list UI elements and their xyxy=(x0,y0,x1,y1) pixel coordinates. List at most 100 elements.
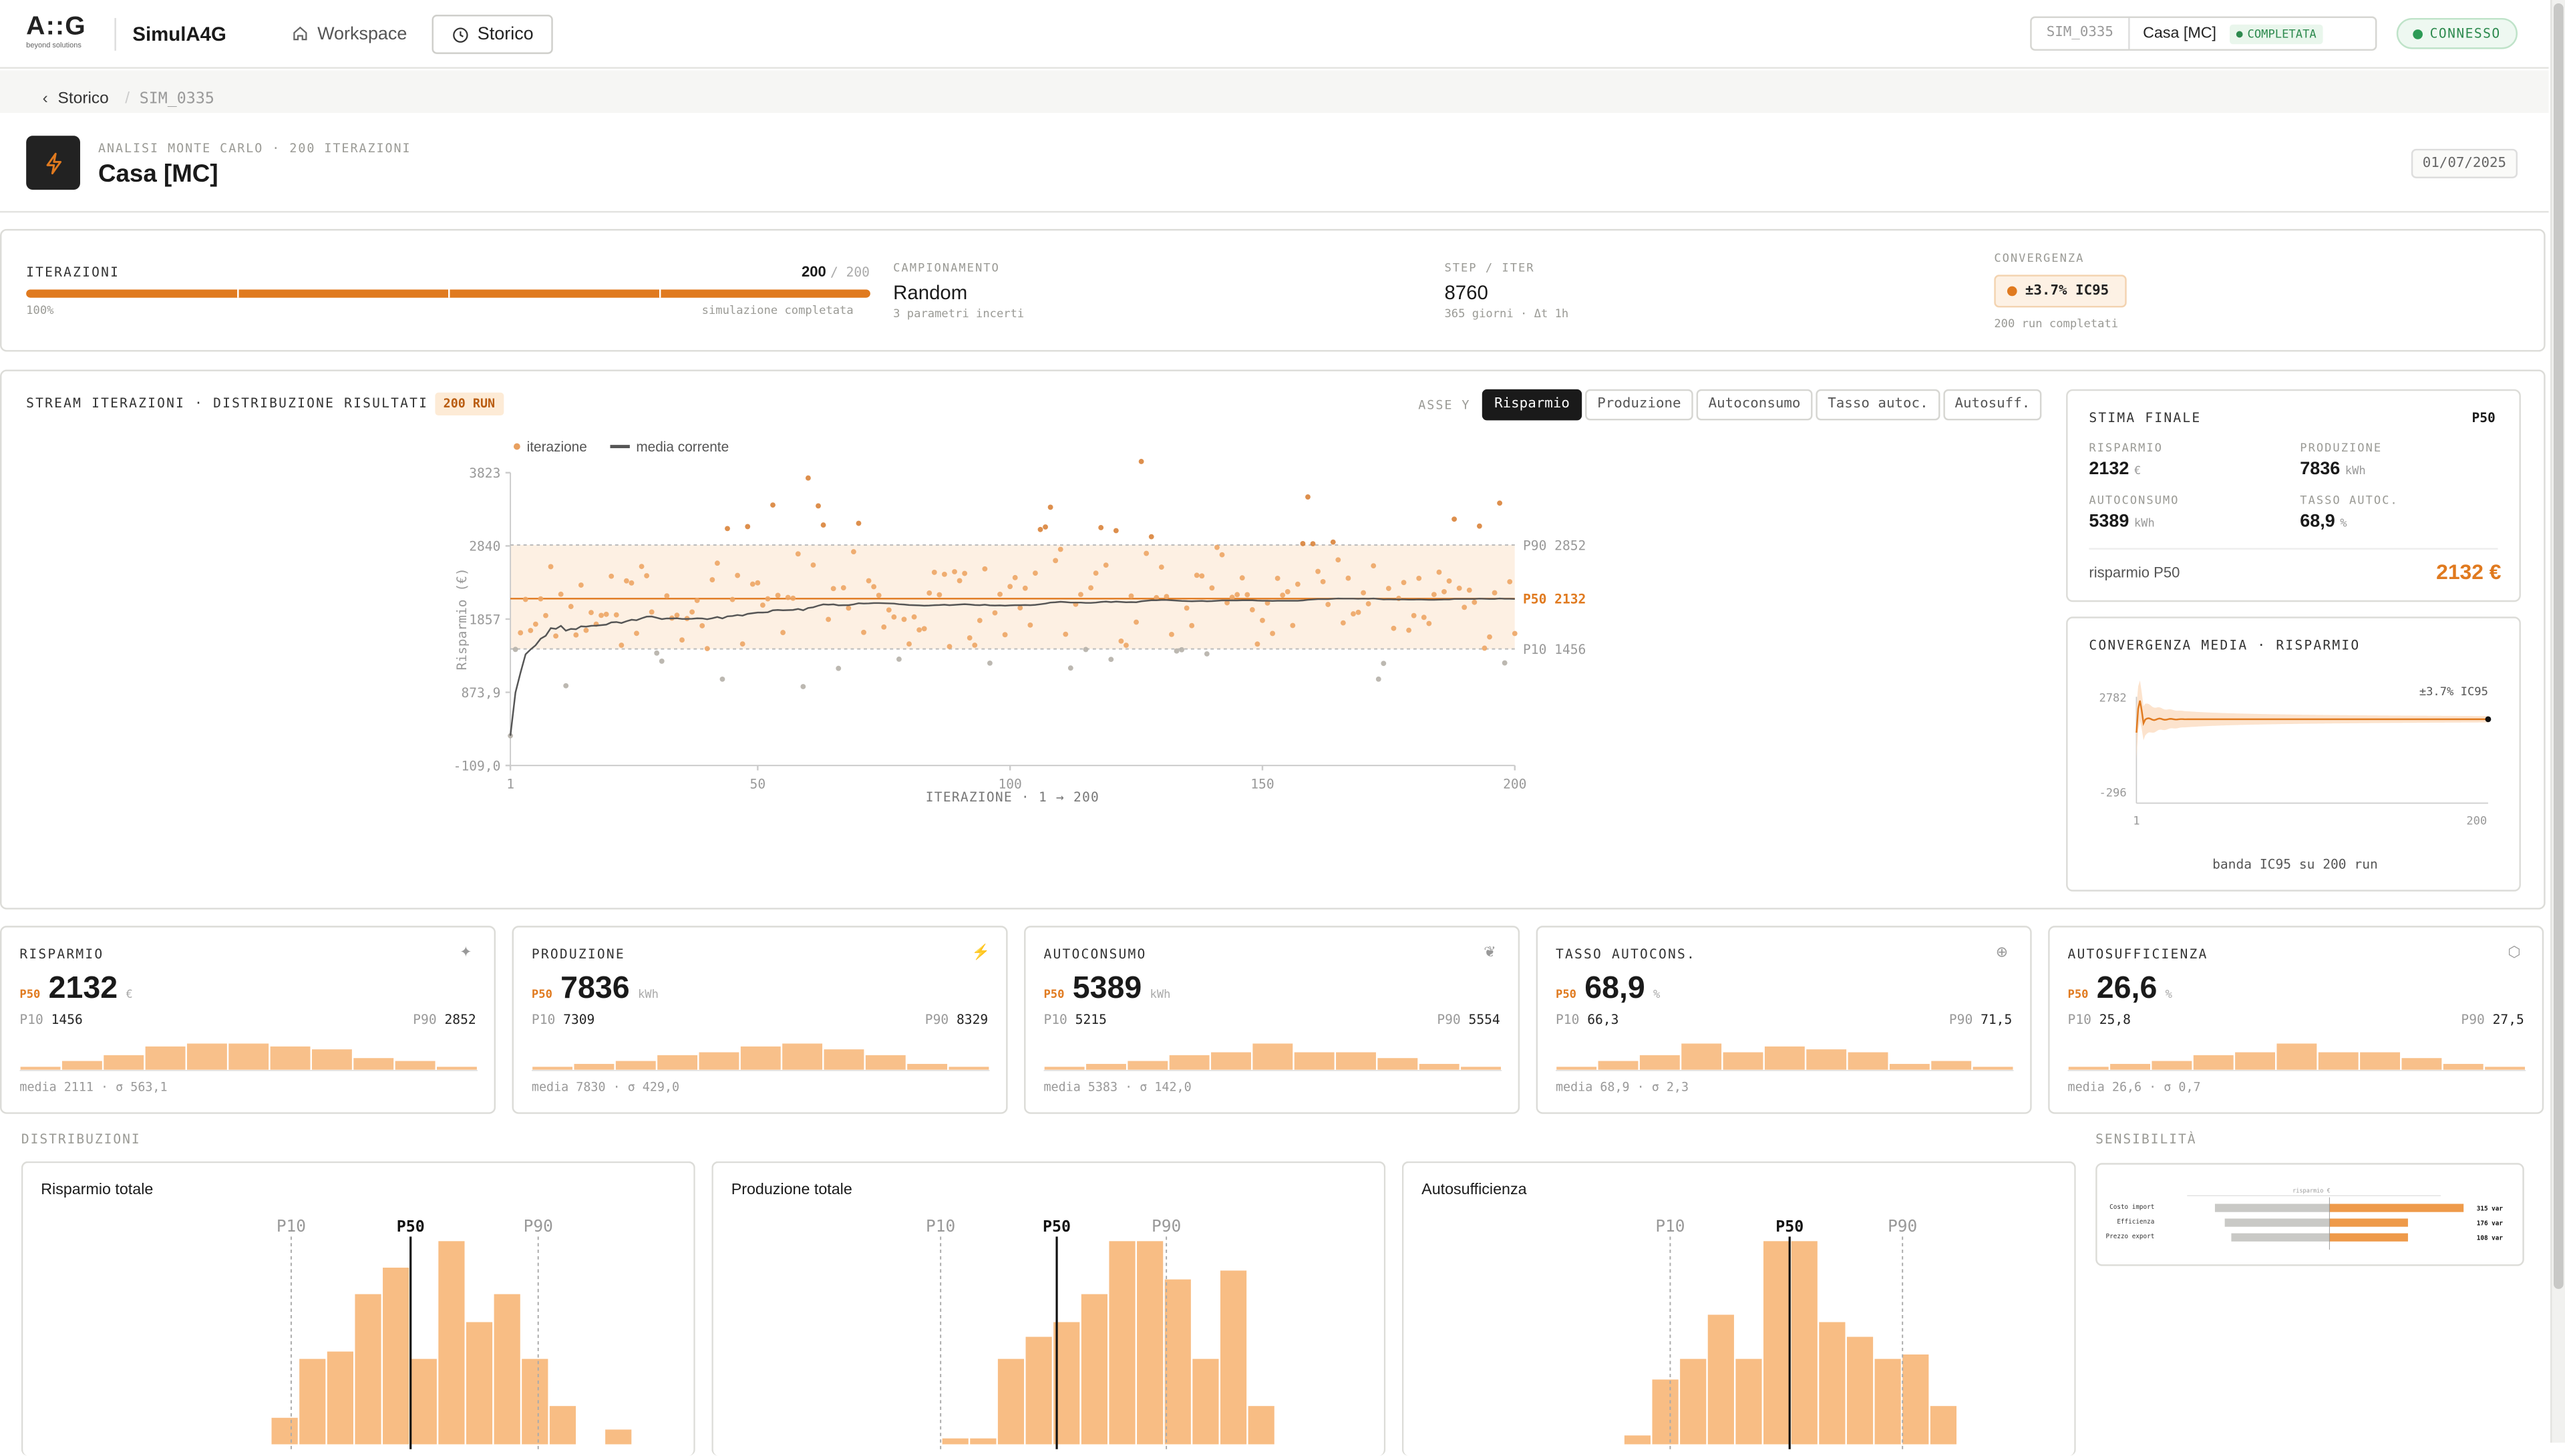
iteration-point xyxy=(1320,578,1326,584)
sampling-label: CAMPIONAMENTO xyxy=(893,261,1000,275)
scrollbar-thumb[interactable] xyxy=(2554,3,2564,1289)
distribution-bar xyxy=(1902,1354,1929,1445)
kpi-card[interactable]: PRODUZIONE ⚡ P50 7836 kWh P10 7309 P90 8… xyxy=(512,926,1008,1114)
kpi-p10: P10 5215 xyxy=(1043,1013,1106,1027)
distribution-bar xyxy=(1735,1358,1762,1445)
iteration-point xyxy=(856,520,862,526)
iteration-point xyxy=(1164,594,1170,600)
kpi-hist-bar xyxy=(186,1043,227,1070)
iterations-count: 200 / 200 xyxy=(802,263,870,279)
kpi-stats: media 26,6 · σ 0,7 xyxy=(2067,1079,2201,1095)
iteration-point xyxy=(1158,564,1164,570)
iteration-point xyxy=(881,624,887,630)
iteration-point xyxy=(1305,494,1311,500)
nav-workspace[interactable]: Workspace xyxy=(278,15,420,52)
axis-tasso-button[interactable]: Tasso autoc. xyxy=(1816,389,1940,421)
stream-title: STREAM ITERAZIONI · DISTRIBUZIONE RISULT… xyxy=(26,395,429,411)
convergence-badge: ±3.7% IC95 xyxy=(1994,275,2127,308)
breadcrumb-back[interactable]: Storico xyxy=(57,89,109,108)
kpi-card[interactable]: RISPARMIO ✦ P50 2132 € P10 1456 P90 2852… xyxy=(0,926,496,1114)
kpi-unit: kWh xyxy=(637,988,659,1001)
kpi-p50-row: P50 68,9 % xyxy=(1556,972,1660,1008)
kpi-card[interactable]: TASSO AUTOCONS. ⊕ P50 68,9 % P10 66,3 P9… xyxy=(1536,926,2032,1114)
iteration-point xyxy=(578,582,584,588)
iteration-point xyxy=(1249,607,1255,612)
distribution-histogram: P10 P50 P90 xyxy=(1624,1216,1957,1449)
iteration-point xyxy=(1385,586,1391,591)
iteration-point xyxy=(1487,634,1492,640)
iteration-point xyxy=(699,622,705,628)
iteration-point xyxy=(1169,631,1174,637)
kpi-hist-bar xyxy=(1044,1067,1085,1070)
kpi-p10-value: 1456 xyxy=(51,1012,83,1027)
iteration-point xyxy=(1229,594,1235,600)
distribution-bar xyxy=(1164,1279,1191,1445)
logo[interactable]: A::G beyond solutions xyxy=(26,13,86,49)
iteration-point xyxy=(674,612,680,618)
final-value-3-unit: % xyxy=(2340,516,2347,530)
iteration-point xyxy=(1138,459,1144,464)
distribution-bar xyxy=(1053,1322,1080,1445)
iteration-point xyxy=(1184,605,1190,611)
iteration-point xyxy=(1345,575,1351,581)
kpi-p90-value: 2852 xyxy=(444,1012,476,1027)
distribution-bar xyxy=(605,1429,632,1445)
iteration-point xyxy=(805,475,811,481)
sensitivity-card: risparmio € Costo import 315 var Efficienza… xyxy=(2095,1163,2524,1266)
sampling-value: Random xyxy=(893,281,968,305)
distribution-bar xyxy=(438,1241,465,1445)
final-footer-label: risparmio P50 xyxy=(2089,564,2180,581)
distribution-title: Risparmio totale xyxy=(41,1181,154,1200)
kpi-hist-bar xyxy=(270,1046,311,1070)
nav-storico[interactable]: Storico xyxy=(432,15,553,54)
kpi-p90-value: 27,5 xyxy=(2492,1012,2524,1027)
kpi-hist-bar xyxy=(740,1046,781,1070)
iteration-point xyxy=(1209,585,1215,591)
axis-autoconsumo-button[interactable]: Autoconsumo xyxy=(1696,389,1813,421)
breadcrumb-bar xyxy=(0,70,2549,113)
kpi-stats: media 68,9 · σ 2,3 xyxy=(1555,1079,1689,1095)
iteration-point xyxy=(1466,587,1472,593)
axis-risparmio-button[interactable]: Risparmio xyxy=(1482,389,1582,421)
iterations-done: 200 xyxy=(802,263,826,280)
kpi-hist-bar xyxy=(1211,1052,1251,1070)
distribution-bar xyxy=(1081,1294,1107,1445)
kpi-hist-bar xyxy=(949,1067,989,1070)
iteration-point xyxy=(1502,660,1508,666)
kpi-hist-bar xyxy=(657,1055,698,1070)
percentile-label-p90: P90 xyxy=(1888,1216,1917,1236)
kpi-card[interactable]: AUTOSUFFICIENZA ⬡ P50 26,6 % P10 25,8 P9… xyxy=(2048,926,2544,1114)
distribution-bar xyxy=(942,1438,969,1445)
final-label-2: AUTOCONSUMO xyxy=(2089,494,2180,508)
iteration-point xyxy=(785,594,791,600)
kpi-hist-bar xyxy=(2401,1058,2442,1070)
final-value-1-unit: kWh xyxy=(2345,464,2366,478)
iteration-point xyxy=(518,630,524,636)
connection-dot xyxy=(2413,28,2423,39)
iteration-point xyxy=(816,503,821,509)
iteration-point xyxy=(1456,585,1462,591)
iteration-point xyxy=(830,586,836,592)
iteration-point xyxy=(739,641,745,647)
kpi-p50-value: 2132 xyxy=(48,971,118,1007)
axis-produzione-button[interactable]: Produzione xyxy=(1585,389,1693,421)
axis-autosuff-button[interactable]: Autosuff. xyxy=(1943,389,2042,421)
distributions-section-title: DISTRIBUZIONI xyxy=(21,1131,141,1147)
bolt-icon: ⚡ xyxy=(971,944,991,960)
convergence-dot xyxy=(2007,286,2017,297)
sens-row-value: 315 var xyxy=(2477,1205,2504,1212)
legend-points: iterazione xyxy=(513,438,587,455)
percentile-label-p10: P10 xyxy=(926,1216,955,1236)
kpi-hist-bar xyxy=(2318,1052,2359,1070)
iteration-point xyxy=(1411,612,1417,618)
kpi-unit: kWh xyxy=(1150,988,1171,1001)
iteration-point xyxy=(1340,620,1346,626)
distribution-bar xyxy=(522,1358,548,1445)
kpi-hist-bar xyxy=(1556,1067,1597,1070)
kpi-card[interactable]: AUTOCONSUMO ❦ P50 5389 kWh P10 5215 P90 … xyxy=(1024,926,1520,1114)
iteration-point xyxy=(1022,585,1028,591)
iteration-point xyxy=(508,733,514,739)
kpi-unit: % xyxy=(1653,988,1661,1001)
sim-context-pill[interactable]: SIM_0335 Casa [MC] COMPLETATA xyxy=(2030,16,2377,51)
